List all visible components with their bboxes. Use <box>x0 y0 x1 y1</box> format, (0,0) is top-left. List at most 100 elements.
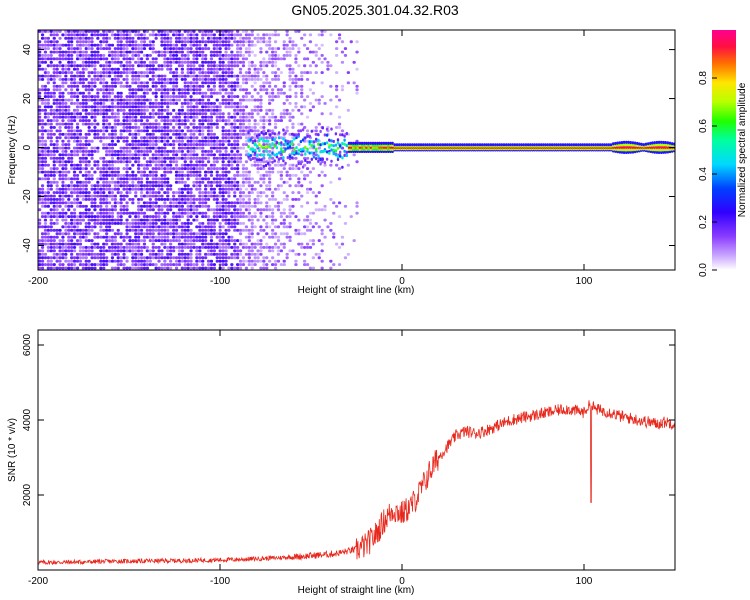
spectrogram-cell <box>224 132 228 136</box>
spectrogram-cell <box>189 163 193 167</box>
spectrogram-cell <box>128 160 132 164</box>
spectrogram-cell <box>186 191 190 194</box>
spectrogram-cell <box>224 122 228 126</box>
spectrogram-cell <box>142 225 147 229</box>
spectrogram-cell <box>259 215 263 218</box>
spectrogram-cell <box>64 201 68 205</box>
spectrogram-cell <box>105 108 109 112</box>
spectrogram-cell <box>181 27 184 30</box>
spectrogram-cell <box>238 122 243 126</box>
spectrogram-cell <box>142 122 147 126</box>
spectrogram-cell <box>259 252 263 256</box>
spectrogram-cell <box>134 222 138 225</box>
spectrogram-cell <box>151 81 155 85</box>
spectrogram-cell <box>160 239 164 242</box>
spectrogram-cell <box>78 156 83 160</box>
spectrogram-cell <box>183 198 187 201</box>
spectrogram-cell <box>174 102 179 105</box>
spectrogram-cell <box>262 81 266 85</box>
spectrogram-cell <box>215 177 219 181</box>
spectrogram-cell <box>218 115 222 119</box>
spectrogram-cell <box>186 252 190 256</box>
spectrogram-cell <box>183 222 187 225</box>
spectrogram-cell <box>335 40 339 44</box>
spectrogram-cell <box>183 174 187 177</box>
spectrogram-cell <box>285 256 289 260</box>
spectrogram-cell <box>84 88 88 92</box>
spectrogram-cell <box>40 177 45 181</box>
spectrogram-cell <box>329 84 333 88</box>
spectrogram-cell <box>163 218 167 222</box>
spectrogram-cell <box>166 105 170 109</box>
spectrogram-cell <box>224 119 228 122</box>
spectrogram-cell <box>218 228 222 232</box>
spectrogram-cell <box>87 153 91 157</box>
spectrogram-cell <box>145 215 149 218</box>
spectrogram-cell <box>273 144 276 148</box>
spectrogram-cell <box>241 246 246 249</box>
spectrogram-cell <box>282 208 286 212</box>
spectrogram-cell <box>113 95 117 98</box>
spectrogram-cell <box>186 98 190 102</box>
spectrogram-cell <box>174 119 179 122</box>
spectrogram-cell <box>285 235 289 239</box>
spectrogram-cell <box>107 122 112 126</box>
spectrogram-cell <box>195 153 199 157</box>
spectrogram-cell <box>142 246 147 249</box>
spectrogram-cell <box>335 71 339 74</box>
spectrogram-cell <box>90 249 94 253</box>
spectrogram-cell <box>134 81 138 85</box>
spectrogram-cell <box>96 163 100 167</box>
spectrogram-cell <box>201 81 205 85</box>
spectrogram-cell <box>275 155 279 159</box>
spectrogram-cell <box>55 129 59 133</box>
spectrogram-cell <box>151 246 155 249</box>
spectrogram-cell <box>253 143 257 147</box>
spectrogram-cell <box>335 126 339 129</box>
spectrogram-cell <box>355 84 359 88</box>
spectrogram-cell <box>70 115 74 119</box>
spectrogram-cell <box>201 239 205 242</box>
spectrogram-cell <box>268 204 272 208</box>
spectrogram-cell <box>271 64 275 68</box>
spectrogram-cell <box>221 211 225 215</box>
spectrogram-cell <box>139 47 144 50</box>
spectrogram-cell <box>206 47 211 50</box>
spectrogram-cell <box>224 228 228 232</box>
spectrogram-cell <box>198 180 202 184</box>
spectrogram-cell <box>201 177 205 181</box>
spectrogram-cell <box>335 95 339 98</box>
spectrogram-cell <box>75 108 80 112</box>
spectrogram-cell <box>305 174 310 177</box>
spectrogram-cell <box>52 177 56 181</box>
spectrogram-cell <box>238 74 243 78</box>
spectrogram-cell <box>311 239 315 242</box>
spectrogram-cell <box>157 180 161 184</box>
spectrogram-cell <box>72 33 77 37</box>
spectrogram-cell <box>215 198 219 201</box>
spectrogram-cell <box>142 232 147 236</box>
spectrogram-cell <box>40 74 45 78</box>
spectrogram-cell <box>201 60 205 64</box>
spectrogram-cell <box>107 30 112 33</box>
spectrogram-cell <box>64 266 68 270</box>
spectrogram-cell <box>183 88 187 92</box>
spectrogram-cell <box>288 67 292 71</box>
spectrogram-cell <box>201 167 205 170</box>
spectrogram-cell <box>131 119 135 122</box>
spectrogram-cell <box>253 180 257 184</box>
spectrogram-cell <box>43 54 48 57</box>
spectrogram-cell <box>206 249 211 253</box>
spectrogram-cell <box>142 74 147 78</box>
spectrogram-cell <box>99 105 103 109</box>
spectrogram-cell <box>259 194 263 198</box>
spectrogram-cell <box>253 88 257 92</box>
spectrogram-cell <box>227 84 231 88</box>
spectrogram-cell <box>46 235 50 239</box>
spectrogram-cell <box>174 60 179 64</box>
spectrogram-cell <box>305 95 310 98</box>
spectrogram-cell <box>145 43 149 47</box>
spectrogram-cell <box>201 156 205 160</box>
spectrogram-cell <box>169 167 173 170</box>
spectrogram-cell <box>259 108 263 112</box>
